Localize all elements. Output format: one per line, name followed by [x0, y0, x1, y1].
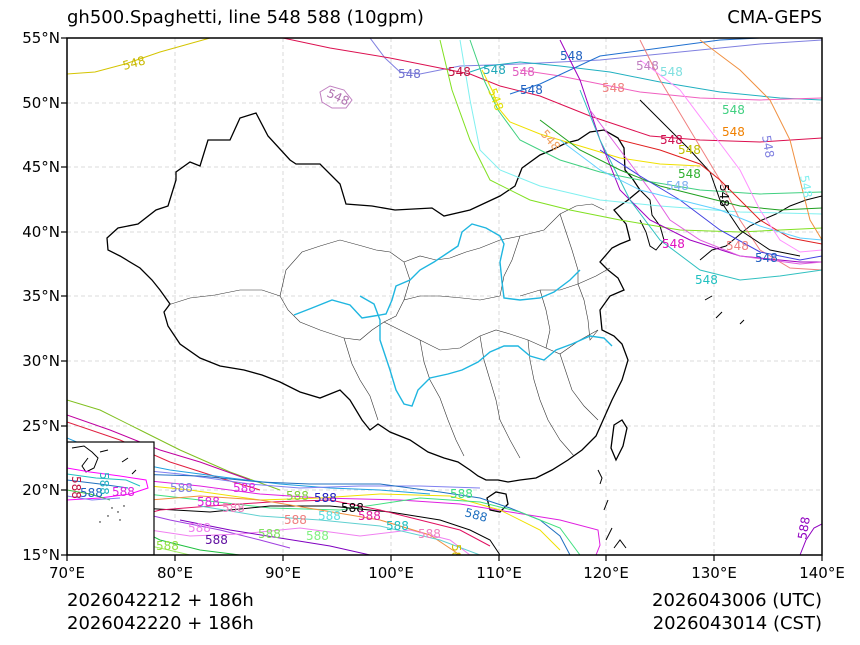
contours-548 [67, 38, 822, 281]
svg-text:548: 548 [512, 65, 535, 79]
svg-text:548: 548 [678, 167, 701, 181]
svg-text:548: 548 [759, 134, 777, 159]
china-border [106, 112, 641, 483]
svg-text:548: 548 [726, 239, 749, 253]
lat-label-25: 25°N [22, 417, 60, 435]
svg-text:588: 588 [463, 505, 489, 524]
lat-label-45: 45°N [22, 158, 60, 176]
svg-text:548: 548 [722, 125, 745, 139]
svg-text:548: 548 [398, 67, 421, 81]
taiwan-island [610, 419, 628, 462]
hainan-island [486, 491, 509, 513]
valid-time-utc: 2026043006 (UTC) [652, 590, 822, 611]
coastline-islands [597, 469, 627, 549]
svg-text:588: 588 [418, 527, 441, 541]
svg-text:548: 548 [602, 81, 625, 95]
contour-labels-588: 588 588 588 588 588 588 588 588 588 588 … [156, 481, 813, 567]
lat-label-35: 35°N [22, 287, 60, 305]
svg-text:548: 548 [560, 49, 583, 63]
lon-label-70: 70°E [48, 564, 86, 582]
svg-text:548: 548 [448, 65, 471, 79]
south-china-sea-inset: 588 588 588 588 [67, 441, 155, 555]
init-time-cst: 2026042220 + 186h [67, 613, 254, 634]
valid-time-cst: 2026043014 (CST) [652, 613, 822, 634]
svg-text:548: 548 [520, 83, 543, 97]
yangtze-river [359, 295, 613, 407]
svg-text:548: 548 [666, 179, 689, 193]
svg-text:588: 588 [318, 509, 341, 523]
svg-text:588: 588 [795, 516, 813, 541]
svg-text:588: 588 [156, 539, 179, 553]
svg-text:588: 588 [284, 513, 307, 527]
svg-text:548: 548 [695, 273, 718, 287]
svg-text:588: 588 [170, 481, 193, 495]
province-borders [167, 203, 611, 459]
lon-label-130: 130°E [691, 564, 737, 582]
svg-text:548: 548 [538, 127, 563, 154]
svg-text:548: 548 [660, 65, 683, 79]
svg-text:588: 588 [358, 509, 381, 523]
lat-label-40: 40°N [22, 223, 60, 241]
svg-text:548: 548 [483, 63, 506, 77]
axis-ticks [61, 37, 823, 561]
svg-text:588: 588 [80, 486, 103, 500]
svg-text:588: 588 [449, 544, 463, 567]
lon-label-80: 80°E [156, 564, 194, 582]
lat-label-15: 15°N [22, 546, 60, 564]
svg-text:588: 588 [314, 491, 337, 505]
lon-label-100: 100°E [368, 564, 414, 582]
svg-text:548: 548 [678, 143, 701, 157]
lon-label-90: 90°E [264, 564, 302, 582]
svg-text:548: 548 [325, 86, 352, 108]
svg-text:548: 548 [660, 133, 683, 147]
init-time-utc: 2026042212 + 186h [67, 590, 254, 611]
svg-text:588: 588 [69, 476, 83, 499]
korea-coast [639, 189, 665, 251]
lat-label-30: 30°N [22, 352, 60, 370]
svg-text:588: 588 [222, 501, 245, 515]
svg-text:548: 548 [662, 237, 685, 251]
contours-588 [67, 399, 822, 555]
svg-text:548: 548 [121, 53, 147, 72]
svg-text:548: 548 [636, 59, 659, 73]
model-name: CMA-GEPS [727, 7, 822, 28]
svg-text:548: 548 [485, 86, 506, 112]
svg-text:588: 588 [97, 472, 111, 495]
svg-text:588: 588 [286, 489, 309, 503]
yellow-river [293, 223, 581, 319]
lat-label-20: 20°N [22, 481, 60, 499]
lon-label-120: 120°E [583, 564, 629, 582]
svg-text:548: 548 [717, 184, 731, 207]
lon-label-140: 140°E [799, 564, 845, 582]
spratly-dots [99, 505, 125, 523]
svg-text:588: 588 [306, 529, 329, 543]
lat-label-55: 55°N [22, 29, 60, 47]
svg-text:588: 588 [197, 495, 220, 509]
rivers [293, 223, 613, 407]
svg-text:548: 548 [755, 251, 778, 265]
svg-text:588: 588 [386, 519, 409, 533]
chart-title: gh500.Spaghetti, line 548 588 (10gpm) [67, 7, 424, 28]
lat-label-50: 50°N [22, 94, 60, 112]
svg-text:548: 548 [722, 103, 745, 117]
valid-time-block: 2026043006 (UTC) 2026043014 (CST) [652, 589, 822, 635]
svg-text:588: 588 [188, 521, 211, 535]
init-time-block: 2026042212 + 186h 2026042220 + 186h [67, 589, 254, 635]
svg-text:548: 548 [797, 174, 815, 199]
svg-text:588: 588 [112, 485, 135, 499]
gridlines [67, 38, 822, 555]
lon-label-110: 110°E [476, 564, 522, 582]
svg-text:588: 588 [341, 501, 364, 515]
svg-text:588: 588 [450, 487, 473, 501]
svg-text:588: 588 [205, 533, 228, 547]
svg-text:588: 588 [258, 527, 281, 541]
svg-text:588: 588 [233, 481, 256, 495]
japan-coast [699, 195, 822, 325]
